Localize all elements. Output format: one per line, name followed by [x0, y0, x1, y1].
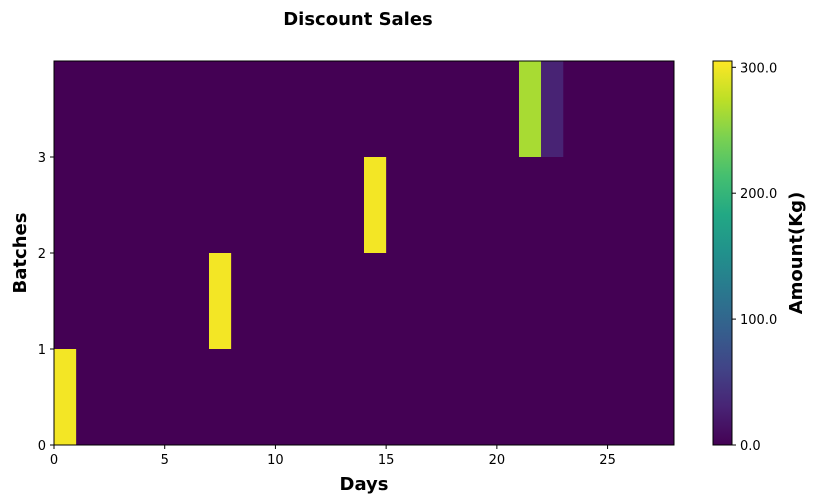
colorbar	[712, 60, 733, 446]
colorbar-label: Amount(Kg)	[786, 192, 807, 315]
y-axis-ticks: 0 1 2 3	[38, 151, 54, 454]
x-tick-label: 0	[50, 453, 58, 468]
heatmap-cell	[519, 61, 542, 157]
x-tick-label: 5	[161, 453, 169, 468]
x-tick-label: 25	[599, 453, 616, 468]
x-tick-label: 20	[489, 453, 506, 468]
heatmap-cells	[54, 61, 564, 445]
heatmap-cell	[54, 349, 77, 445]
heatmap-cell	[209, 253, 232, 349]
x-axis-ticks: 0 5 10 15 20 25	[50, 445, 616, 468]
y-tick-label: 1	[38, 343, 46, 358]
chart-title: Discount Sales	[283, 9, 433, 30]
y-axis-label: Batches	[10, 213, 31, 294]
heatmap-cell	[364, 157, 387, 253]
y-tick-label: 2	[38, 247, 46, 262]
x-tick-label: 15	[378, 453, 395, 468]
y-tick-label: 0	[38, 439, 46, 454]
y-tick-label: 3	[38, 151, 46, 166]
colorbar-tick-label: 300.0	[740, 61, 777, 76]
colorbar-tick-label: 100.0	[740, 313, 777, 328]
colorbar-tick-label: 200.0	[740, 187, 777, 202]
x-tick-label: 10	[267, 453, 284, 468]
colorbar-ticks: 0.0 100.0 200.0 300.0	[732, 61, 777, 454]
x-axis-label: Days	[340, 474, 389, 495]
colorbar-tick-label: 0.0	[740, 439, 761, 454]
heatmap-cell	[541, 61, 564, 157]
